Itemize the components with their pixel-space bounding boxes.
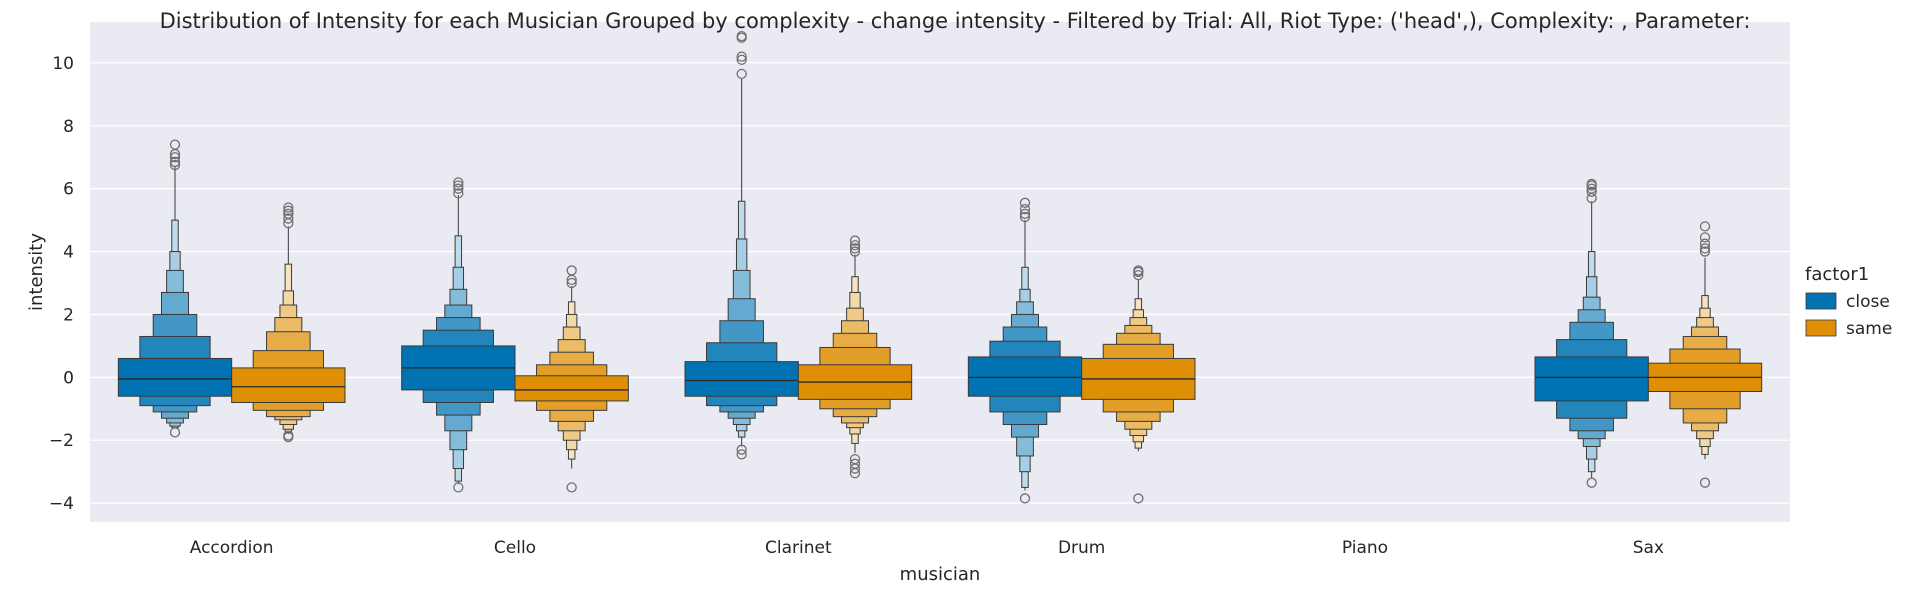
outlier-point <box>1699 477 1711 488</box>
outlier-point <box>736 31 747 42</box>
outlier-point <box>453 183 464 194</box>
outlier-point <box>1586 178 1597 190</box>
x-tick-labels: Accordion Cello Clarinet Drum Piano Sax <box>190 538 1664 558</box>
boxen-level <box>117 357 233 397</box>
outlier-point <box>283 208 294 219</box>
boxen-level <box>684 361 799 397</box>
plot-background <box>90 22 1790 522</box>
outlier-point <box>1586 477 1597 488</box>
outlier-point <box>566 265 577 276</box>
outlier-point <box>849 463 861 474</box>
outlier-point <box>736 449 747 460</box>
legend-label-close: close <box>1846 292 1890 312</box>
chart-title: Distribution of Intensity for each Music… <box>160 9 1751 33</box>
outlier-point <box>1019 203 1031 215</box>
outlier-point <box>283 431 294 443</box>
outlier-point <box>849 235 861 246</box>
outlier-point <box>169 427 181 438</box>
boxen-same-clarinet <box>797 235 913 479</box>
boxen-close-clarinet <box>684 31 799 460</box>
outlier-point <box>1133 265 1144 276</box>
boxen-same-accordion <box>231 202 346 443</box>
outlier-point <box>736 54 747 65</box>
boxen-same-drum <box>1081 265 1196 504</box>
outlier-point <box>169 159 181 171</box>
boxen-close-sax <box>1534 178 1649 488</box>
x-tick-label: Drum <box>1058 538 1105 558</box>
outlier-point <box>1019 493 1031 504</box>
y-tick-label: −4 <box>49 494 74 514</box>
outlier-point <box>1586 183 1597 194</box>
outlier-point <box>283 202 294 213</box>
outlier-point <box>1019 208 1031 219</box>
legend-swatch-same <box>1805 319 1837 337</box>
boxen-marks <box>117 31 1763 504</box>
outlier-point <box>1133 269 1144 281</box>
outlier-point <box>283 213 294 224</box>
outlier-point <box>453 188 464 199</box>
legend: factor1 close same <box>1805 264 1892 339</box>
y-tick-labels: −4 −2 0 2 4 6 8 10 <box>49 54 74 514</box>
boxen-level <box>1534 356 1649 402</box>
outlier-point <box>566 482 577 493</box>
boxen-same-sax <box>1647 221 1763 488</box>
y-tick-label: 2 <box>63 305 74 325</box>
outlier-point <box>1699 243 1711 254</box>
boxen-level <box>514 375 629 402</box>
outlier-point <box>736 68 747 80</box>
y-tick-label: 10 <box>52 54 74 74</box>
legend-title: factor1 <box>1805 264 1869 285</box>
outlier-point <box>566 277 577 289</box>
outlier-point <box>283 205 294 216</box>
outlier-point <box>453 177 464 188</box>
y-tick-label: 4 <box>63 243 74 263</box>
boxen-level <box>231 367 346 404</box>
boxen-close-cello <box>401 177 516 493</box>
outlier-point <box>1699 221 1711 232</box>
boxen-level <box>967 356 1083 397</box>
x-tick-label: Clarinet <box>765 538 832 558</box>
y-tick-label: −2 <box>49 431 74 451</box>
outlier-point <box>453 482 464 493</box>
legend-swatch-close <box>1805 292 1837 310</box>
outlier-point <box>169 152 181 163</box>
outlier-point <box>1019 211 1031 223</box>
boxen-close-accordion <box>117 139 233 438</box>
y-axis-label: intensity <box>26 233 47 311</box>
outlier-point <box>169 156 181 168</box>
outlier-point <box>849 243 861 254</box>
outlier-point <box>1019 197 1031 208</box>
outlier-point <box>1699 238 1711 249</box>
boxen-close-drum <box>967 197 1083 504</box>
x-tick-label: Cello <box>494 538 536 558</box>
outlier-point <box>849 240 861 251</box>
outlier-point <box>1699 232 1711 243</box>
outlier-point <box>1133 493 1144 504</box>
y-gridlines <box>90 62 1790 504</box>
legend-label-same: same <box>1846 319 1892 339</box>
outlier-point <box>453 180 464 191</box>
outlier-point <box>1699 246 1711 257</box>
x-tick-label: Sax <box>1633 538 1664 558</box>
outlier-point <box>849 246 861 257</box>
outlier-point <box>736 444 747 455</box>
x-tick-label: Piano <box>1342 538 1388 558</box>
outlier-point <box>736 51 747 62</box>
outlier-point <box>1586 186 1597 197</box>
outlier-point <box>849 468 861 479</box>
boxen-same-cello <box>514 265 629 493</box>
x-tick-label: Accordion <box>190 538 274 558</box>
x-axis-label: musician <box>900 564 981 585</box>
outlier-point <box>169 139 181 150</box>
y-tick-label: 0 <box>63 368 74 388</box>
y-tick-label: 6 <box>63 180 74 200</box>
y-tick-label: 8 <box>63 117 74 137</box>
